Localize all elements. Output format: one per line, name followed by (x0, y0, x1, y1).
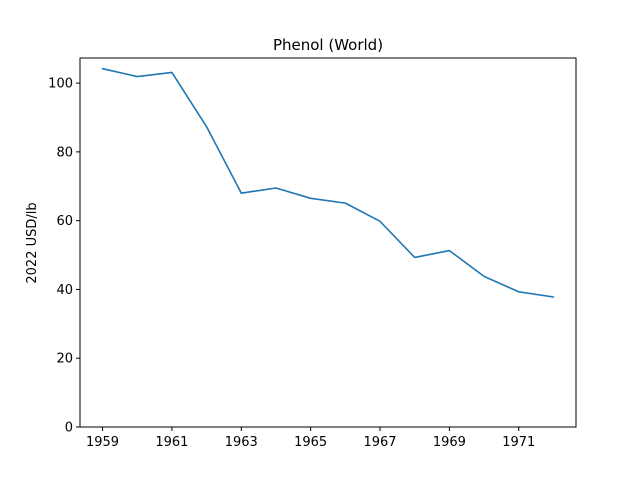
plot-frame (79, 57, 577, 428)
x-axis: 1959 1961 1963 1965 1967 1969 1971 (86, 427, 535, 450)
series-line (101, 67, 555, 298)
plot-area (101, 67, 555, 298)
y-tick-label: 80 (56, 145, 73, 160)
y-tick-label: 40 (56, 283, 73, 298)
y-tick-label: 100 (48, 77, 73, 92)
y-tick-label: 20 (56, 352, 73, 367)
x-tick-label: 1965 (294, 435, 327, 450)
x-tick-label: 1959 (86, 435, 119, 450)
x-tick-label: 1967 (363, 435, 396, 450)
x-tick-label: 1969 (433, 435, 466, 450)
x-tick-label: 1963 (225, 435, 258, 450)
chart-title: Phenol (World) (273, 36, 383, 54)
x-tick-label: 1961 (155, 435, 188, 450)
y-tick-label: 0 (65, 421, 73, 436)
y-axis: 0 20 40 60 80 100 (48, 77, 80, 436)
x-tick-label: 1971 (502, 435, 535, 450)
y-tick-label: 60 (56, 214, 73, 229)
y-axis-label: 2022 USD/lb (25, 202, 40, 283)
